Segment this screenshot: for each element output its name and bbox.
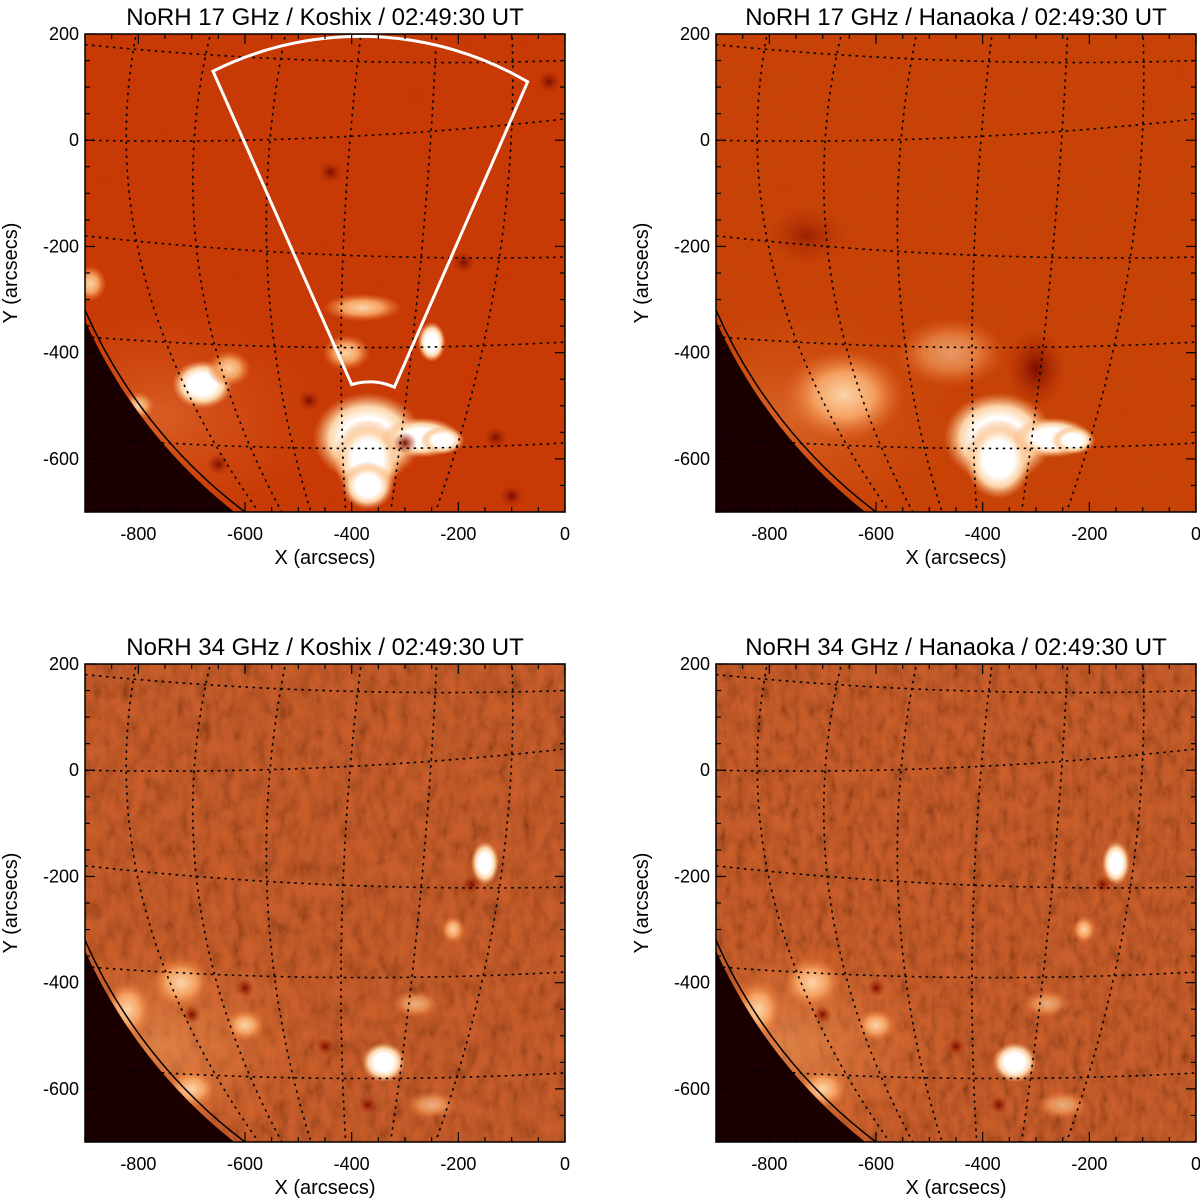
limb-line (716, 309, 877, 512)
ticks (715, 33, 1197, 513)
x-tick-label: 0 (1191, 1154, 1200, 1174)
panel-title: NoRH 34 GHz / Hanaoka / 02:49:30 UT (745, 634, 1167, 661)
panel-title: NoRH 34 GHz / Koshix / 02:49:30 UT (126, 634, 524, 661)
x-tick-label: 0 (560, 524, 570, 544)
y-tick-label: -200 (674, 866, 710, 886)
y-tick-label: 200 (49, 654, 79, 674)
panel-title: NoRH 17 GHz / Hanaoka / 02:49:30 UT (745, 4, 1167, 31)
heliographic-grid (85, 34, 565, 512)
x-tick-label: -800 (120, 524, 156, 544)
y-tick-label: -200 (43, 236, 79, 256)
radio-image (85, 34, 565, 512)
heliographic-grid (716, 664, 1196, 1142)
panels-root: -800 -600 -400 -200 0 200 0 -200 -400 -600 NoRH 17… (0, 4, 1200, 1199)
panel-p17k: -800 -600 -400 -200 0 200 0 -200 -400 -600 NoRH 17… (0, 4, 570, 569)
x-tick-label: -200 (1071, 524, 1107, 544)
y-axis-label: Y (arcsecs) (0, 223, 22, 324)
off-limb-sky (85, 320, 235, 512)
y-tick-label: -200 (674, 236, 710, 256)
x-axis-label: X (arcsecs) (905, 547, 1006, 569)
x-tick-label: 0 (1191, 524, 1200, 544)
radio-image (716, 664, 1196, 1142)
ticks (84, 33, 566, 513)
off-limb-sky (716, 950, 866, 1142)
limb-line (716, 939, 877, 1142)
radio-image (85, 664, 565, 1142)
x-axis-label: X (arcsecs) (274, 547, 375, 569)
y-tick-label: -400 (674, 973, 710, 993)
y-tick-label: 0 (69, 130, 79, 150)
y-tick-label: -600 (674, 1079, 710, 1099)
y-tick-label: -600 (674, 449, 710, 469)
limb-line (85, 309, 246, 512)
x-tick-label: -200 (1071, 1154, 1107, 1174)
x-tick-label: -400 (965, 1154, 1001, 1174)
y-tick-label: -600 (43, 1079, 79, 1099)
y-tick-label: 200 (680, 654, 710, 674)
x-tick-label: -200 (440, 1154, 476, 1174)
x-tick-label: -400 (334, 1154, 370, 1174)
x-tick-label: 0 (560, 1154, 570, 1174)
x-tick-label: -600 (858, 524, 894, 544)
x-tick-label: -400 (334, 524, 370, 544)
radio-image (716, 34, 1196, 512)
y-axis-label: Y (arcsecs) (631, 853, 653, 954)
heliographic-grid (716, 34, 1196, 512)
flare-kernel (361, 1042, 406, 1083)
sector-box (211, 34, 530, 390)
x-tick-label: -400 (965, 524, 1001, 544)
y-tick-label: 0 (700, 760, 710, 780)
x-tick-label: -800 (751, 524, 787, 544)
y-tick-label: 0 (69, 760, 79, 780)
flare-kernel (992, 1042, 1037, 1083)
y-tick-label: -400 (674, 343, 710, 363)
x-tick-label: -800 (120, 1154, 156, 1174)
x-tick-label: -200 (440, 524, 476, 544)
ticks (715, 663, 1197, 1143)
off-limb-sky (85, 950, 235, 1142)
limb-line (85, 939, 246, 1142)
y-tick-label: 0 (700, 130, 710, 150)
x-tick-label: -600 (858, 1154, 894, 1174)
x-tick-label: -600 (227, 524, 263, 544)
panel-p34h: -800 -600 -400 -200 0 200 0 -200 -400 -600 NoRH 34… (631, 634, 1200, 1199)
panel-p17h: -800 -600 -400 -200 0 200 0 -200 -400 -600 NoRH 17… (631, 4, 1200, 569)
y-axis-label: Y (arcsecs) (631, 223, 653, 324)
ticks (84, 663, 566, 1143)
y-tick-label: -400 (43, 343, 79, 363)
off-limb-sky (716, 320, 866, 512)
x-tick-label: -600 (227, 1154, 263, 1174)
y-tick-label: 200 (680, 24, 710, 44)
y-tick-label: -200 (43, 866, 79, 886)
panel-p34k: -800 -600 -400 -200 0 200 0 -200 -400 -600 NoRH 34… (0, 634, 570, 1199)
x-axis-label: X (arcsecs) (905, 1177, 1006, 1199)
x-axis-label: X (arcsecs) (274, 1177, 375, 1199)
y-tick-label: -600 (43, 449, 79, 469)
heliographic-grid (85, 664, 565, 1142)
panel-title: NoRH 17 GHz / Koshix / 02:49:30 UT (126, 4, 524, 31)
y-tick-label: -400 (43, 973, 79, 993)
x-tick-label: -800 (751, 1154, 787, 1174)
y-axis-label: Y (arcsecs) (0, 853, 22, 954)
y-tick-label: 200 (49, 24, 79, 44)
